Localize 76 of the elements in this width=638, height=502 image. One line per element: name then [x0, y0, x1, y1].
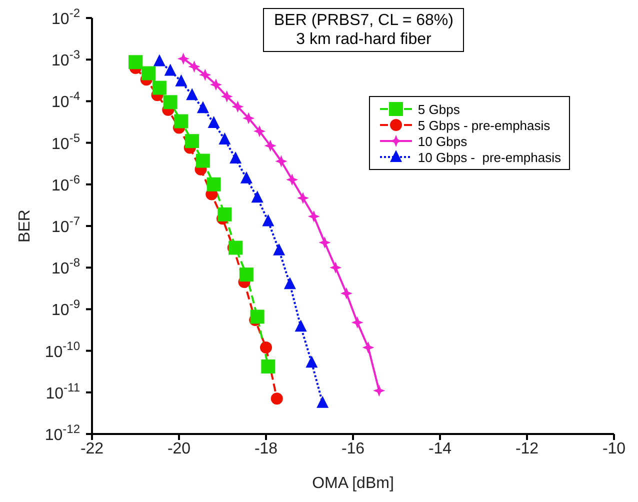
point: [253, 125, 266, 138]
legend-label: 5 Gbps - pre-emphasis: [418, 118, 550, 132]
y-tick-label: 10$^{-9}$: [52, 297, 80, 320]
point: [208, 116, 220, 128]
y-tick-label: 10$^{-6}$: [52, 172, 80, 194]
point: [196, 154, 210, 168]
point: [275, 155, 288, 168]
point: [206, 177, 221, 192]
y-tick-label: 10$^{-10}$: [44, 338, 80, 361]
point: [188, 60, 200, 73]
legend-label: 5 Gbps: [418, 102, 460, 116]
point: [174, 114, 188, 128]
x-tick-label: -10: [602, 440, 626, 458]
point: [128, 55, 142, 70]
x-tick-label: -14: [428, 440, 452, 458]
point: [251, 190, 264, 203]
x-tick-label: -16: [341, 440, 365, 458]
point: [270, 392, 283, 405]
point: [230, 151, 242, 164]
point: [250, 310, 264, 324]
point: [218, 132, 231, 145]
point: [164, 64, 176, 76]
x-tick-label: -22: [80, 440, 104, 458]
x-tick-label: -18: [254, 440, 278, 458]
y-tick-label: 10$^{-2}$: [52, 6, 80, 28]
y-tick-label: 10$^{-12}$: [44, 422, 80, 444]
point: [318, 236, 331, 249]
x-tick-label: -20: [167, 440, 191, 458]
y-axis-title: BER: [16, 210, 34, 242]
point: [294, 320, 307, 332]
y-tick-label: 10$^{-7}$: [52, 214, 80, 236]
point: [373, 384, 386, 397]
point: [330, 262, 342, 274]
point: [261, 359, 276, 374]
y-tick-label: 10$^{-4}$: [52, 89, 80, 112]
chart-title: BER (PRBS7, CL = 68%): [274, 11, 454, 30]
y-tick-label: 10$^{-8}$: [52, 256, 80, 278]
point: [232, 100, 244, 113]
point: [351, 316, 364, 328]
point: [175, 74, 188, 86]
point: [228, 240, 243, 255]
point: [308, 210, 320, 222]
point: [306, 356, 318, 368]
legend-label: 10 Gbps - pre-emphasis: [418, 150, 561, 164]
point: [239, 268, 254, 282]
point: [242, 112, 255, 124]
point: [273, 243, 286, 256]
point: [264, 140, 276, 152]
point: [218, 207, 232, 222]
y-tick-label: 10$^{-3}$: [52, 48, 80, 70]
y-tick-label: 10$^{-11}$: [46, 380, 80, 402]
point: [340, 287, 352, 300]
legend-label: 10 Gbps: [418, 134, 468, 148]
point: [185, 134, 200, 148]
point: [199, 68, 212, 81]
point: [316, 396, 329, 408]
text: 3 km rad-hard fiber: [295, 30, 432, 49]
point: [163, 95, 178, 110]
point: [286, 174, 298, 186]
point: [210, 78, 222, 91]
point: [196, 101, 209, 114]
point: [153, 54, 166, 66]
point: [284, 277, 296, 290]
point: [220, 90, 233, 102]
point: [362, 342, 374, 354]
point: [296, 192, 309, 204]
point: [186, 88, 198, 100]
point: [240, 171, 252, 184]
point: [142, 66, 156, 80]
point: [260, 342, 272, 354]
point: [152, 80, 166, 95]
point: [177, 52, 190, 65]
y-tick-label: 10$^{-5}$: [52, 130, 80, 153]
point: [262, 214, 274, 226]
x-axis-title: OMA [dBm]: [312, 475, 394, 492]
x-tick-label: -12: [515, 440, 539, 458]
